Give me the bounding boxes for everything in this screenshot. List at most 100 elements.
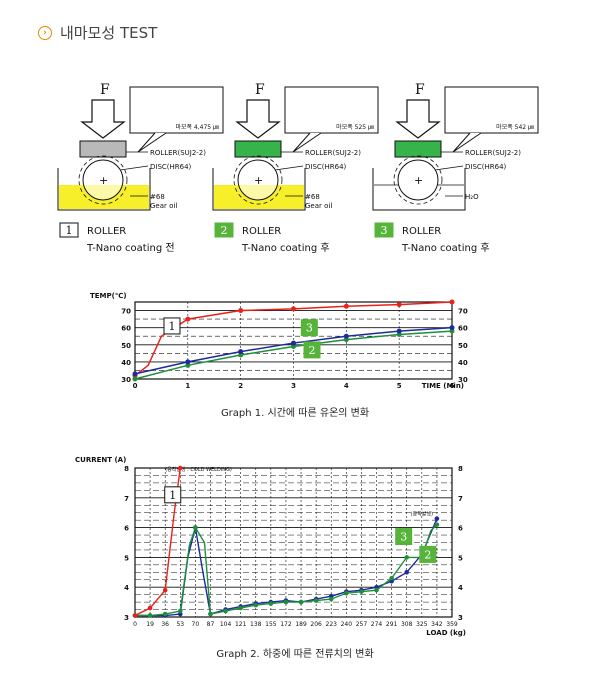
x-tick-label: 70 xyxy=(192,621,200,628)
diagram-3: F 마모폭 542 ㎛ ROLLER(SUJ2-2) + DISC(HR64) H₂O 3 R… xyxy=(372,82,539,254)
series-badge-2 xyxy=(419,545,437,563)
disc-center-icon: + xyxy=(414,174,423,187)
data-point-2 xyxy=(434,522,440,527)
force-arrow-icon xyxy=(235,99,281,139)
data-point-1 xyxy=(291,306,296,312)
x-tick-label: 104 xyxy=(220,621,232,628)
data-point-2 xyxy=(313,598,319,603)
disc-circle xyxy=(82,159,124,201)
section-header: › 내마모성 TEST xyxy=(38,22,157,43)
data-point-3 xyxy=(449,325,455,331)
annotation-label: (융착발생) xyxy=(411,511,433,518)
disc-leader xyxy=(434,165,464,171)
series-badge-1-text: 1 xyxy=(168,320,175,333)
data-point-2 xyxy=(396,332,402,338)
y-tick-label-right: 7 xyxy=(458,495,463,503)
roller-label: ROLLER(SUJ2-2) xyxy=(305,149,361,157)
disc-leader xyxy=(119,165,149,171)
x-tick-label: 325 xyxy=(416,621,428,628)
disc-center-icon: + xyxy=(254,174,263,187)
disc-rotation-icon xyxy=(233,155,283,205)
number-badge-text: 3 xyxy=(381,224,388,237)
arrow-bullet-icon: › xyxy=(38,25,52,40)
series-badge-1 xyxy=(164,486,182,504)
x-tick-label: 4 xyxy=(344,382,349,390)
data-point-3 xyxy=(238,349,244,355)
series-badge-3 xyxy=(395,528,413,546)
force-arrow-icon xyxy=(395,99,441,139)
x-tick-label: 206 xyxy=(310,621,322,628)
wear-width-label: 마모폭 525 ㎛ xyxy=(336,123,374,132)
data-point-2 xyxy=(449,328,455,334)
data-point-3 xyxy=(343,333,349,339)
wear-image-box xyxy=(129,86,224,134)
data-point-2 xyxy=(343,337,349,343)
data-point-1 xyxy=(185,316,191,322)
x-tick-label: 53 xyxy=(176,621,184,628)
force-label: F xyxy=(100,82,110,98)
x-tick-label: 1 xyxy=(185,382,190,390)
data-point-1 xyxy=(449,299,455,305)
number-badge-text: 1 xyxy=(66,224,73,237)
y-tick-label-left: 4 xyxy=(124,584,129,592)
data-point-2 xyxy=(291,343,296,349)
roller-block xyxy=(394,140,442,158)
data-point-2 xyxy=(223,608,228,614)
y-axis-label: CURRENT (A) xyxy=(75,456,126,464)
plot-frame xyxy=(134,301,453,380)
coating-label: T-Nano coating 전 xyxy=(86,242,175,254)
data-point-2 xyxy=(208,611,213,617)
x-axis-label: TIME (Min) xyxy=(422,382,464,390)
x-tick-label: 274 xyxy=(371,621,383,628)
disc-label: DISC(HR64) xyxy=(465,163,507,171)
series-badge-2-text: 2 xyxy=(308,344,315,357)
oil-label-2: Gear oil xyxy=(305,202,332,210)
x-tick-label: 6 xyxy=(450,382,455,390)
y-tick-label-left: 30 xyxy=(121,376,131,384)
x-tick-label: 19 xyxy=(146,621,154,628)
data-point-3 xyxy=(185,359,191,365)
y-tick-label-left: 5 xyxy=(124,554,129,562)
disc-rotation-icon xyxy=(78,155,128,205)
y-tick-label-right: 6 xyxy=(458,525,463,533)
series-line-2 xyxy=(135,524,438,617)
y-tick-label-right: 8 xyxy=(458,465,463,473)
data-point-2 xyxy=(359,589,364,594)
data-point-1 xyxy=(177,465,183,471)
page-title: 내마모성 TEST xyxy=(60,24,158,42)
roller-block xyxy=(79,140,127,158)
data-point-2 xyxy=(185,362,191,368)
x-tick-label: 5 xyxy=(397,382,402,390)
roller-name: ROLLER xyxy=(402,226,441,237)
x-tick-label: 121 xyxy=(235,621,247,628)
data-point-1 xyxy=(238,308,244,314)
series-badge-2-text: 2 xyxy=(424,548,431,561)
y-tick-label-right: 50 xyxy=(458,342,468,350)
disc-circle xyxy=(397,159,439,201)
series-badge-1 xyxy=(163,317,181,335)
x-tick-label: 240 xyxy=(341,621,353,628)
x-tick-label: 0 xyxy=(133,382,138,390)
number-badge-text: 2 xyxy=(221,224,228,237)
force-label: F xyxy=(415,82,425,98)
x-tick-label: 342 xyxy=(431,621,443,628)
x-tick-label: 308 xyxy=(401,621,413,628)
data-point-2 xyxy=(389,575,394,581)
disc-leader xyxy=(274,165,304,171)
wear-width-label: 마모폭 4,475 ㎛ xyxy=(175,123,219,132)
force-arrow-icon xyxy=(80,99,126,139)
y-tick-label-right: 3 xyxy=(458,614,463,622)
y-tick-label-left: 50 xyxy=(121,342,131,350)
x-tick-label: 172 xyxy=(280,621,292,628)
graph2-caption: Graph 2. 하중에 따른 전류치의 변화 xyxy=(216,649,374,660)
series-badge-3 xyxy=(300,319,318,337)
wear-image-box xyxy=(444,86,539,134)
force-label: F xyxy=(255,82,265,98)
x-tick-label: 2 xyxy=(238,382,243,390)
roller-label: ROLLER(SUJ2-2) xyxy=(465,149,521,157)
data-point-1 xyxy=(132,613,138,618)
x-tick-label: 36 xyxy=(161,621,169,628)
graph2-current-chart: 0 19 36 53 70 87 104 121 138 155 172 189 206 223 240 25… xyxy=(75,456,466,637)
y-axis-label: TEMP(℃) xyxy=(90,292,127,300)
